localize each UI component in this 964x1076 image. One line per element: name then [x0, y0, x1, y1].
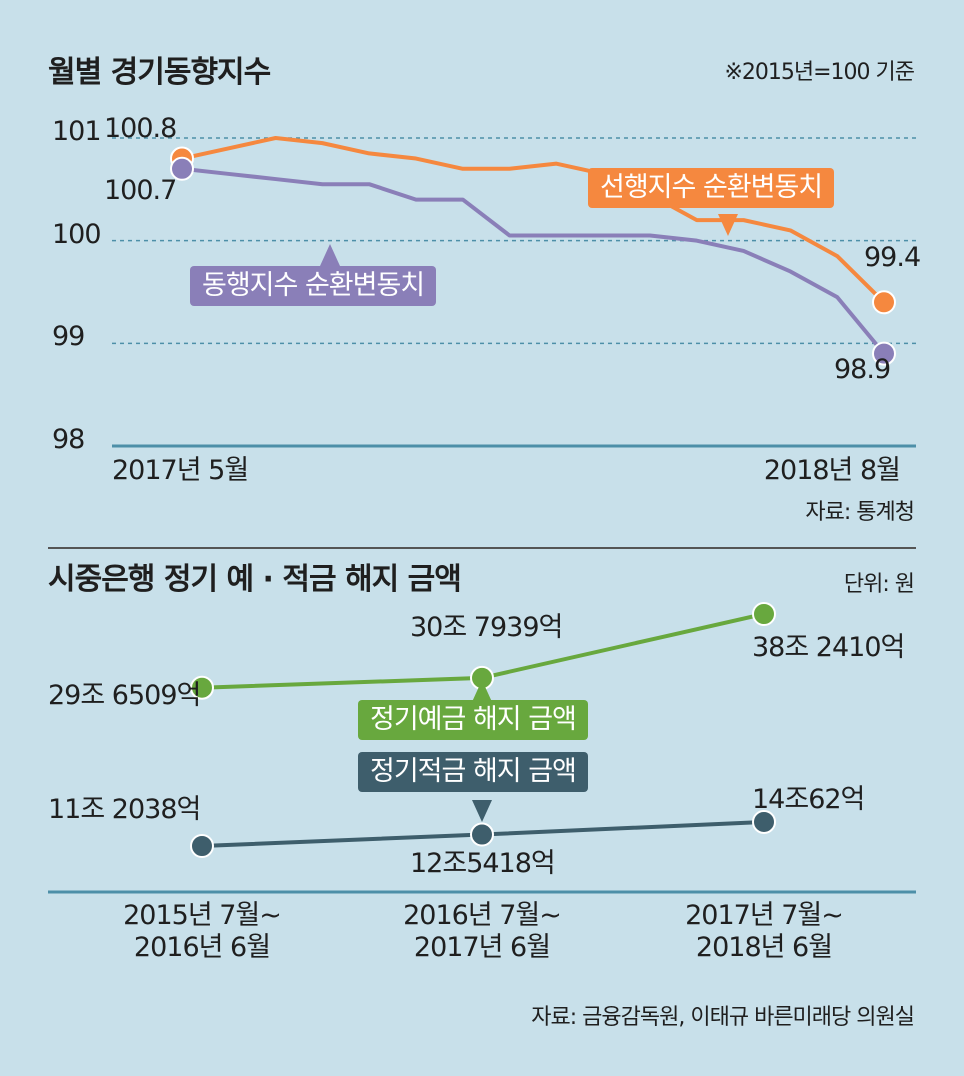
data-point: [190, 834, 214, 858]
x-tick-label: 2017년 7월~ 2018년 6월: [685, 900, 844, 964]
y-tick-label: 101: [52, 116, 102, 147]
series-line: [181, 136, 886, 304]
data-point: [470, 822, 494, 847]
data-point: [190, 675, 214, 700]
chart-title: 시중은행 정기 예 · 적금 해지 금액: [48, 562, 462, 597]
note: 단위: 원: [843, 572, 915, 597]
data-label: 98.9: [834, 353, 891, 385]
data-label: 29조 6509억: [48, 680, 201, 711]
callout-pointer: [472, 800, 492, 822]
data-label: 30조 7939억: [410, 612, 563, 643]
y-tick-label: 99: [52, 321, 85, 353]
data-label: 100.7: [104, 174, 177, 206]
x-tick-label: 2018년 8월: [763, 455, 901, 486]
legend-label: 정기예금 해지 금액: [358, 700, 588, 741]
data-label: 12조5418억: [410, 848, 556, 879]
legend-label: 정기적금 해지 금액: [358, 752, 588, 793]
data-point: [872, 290, 896, 315]
chart-title: 월별 경기동향지수: [48, 55, 271, 90]
x-tick-label: 2017년 5월: [112, 455, 249, 486]
data-point: [752, 602, 776, 626]
data-label: 11조 2038억: [48, 794, 201, 825]
y-tick-label: 100: [52, 218, 102, 250]
data-label: 100.8: [104, 112, 177, 144]
data-point: [752, 809, 776, 834]
callout-pointer: [320, 244, 340, 266]
data-label: 14조62억: [752, 784, 865, 815]
callout-pointer: [718, 214, 738, 236]
legend-label: 동행지수 순환변동치: [190, 266, 437, 307]
data-label: 99.4: [864, 242, 921, 274]
callout-pointer: [472, 680, 492, 702]
data-label: 38조 2410억: [752, 632, 905, 663]
legend-label: 선행지수 순환변동치: [588, 168, 835, 209]
data-point: [170, 156, 194, 181]
source: 자료: 금융감독원, 이태규 바른미래당 의원실: [531, 1005, 915, 1030]
source: 자료: 통계청: [805, 500, 915, 525]
y-tick-label: 98: [52, 424, 85, 455]
note: ※2015년=100 기준: [724, 60, 915, 85]
data-point: [872, 341, 896, 366]
series-line: [181, 166, 886, 355]
x-tick-label: 2015년 7월~ 2016년 6월: [123, 900, 282, 964]
x-tick-label: 2016년 7월~ 2017년 6월: [403, 900, 562, 964]
